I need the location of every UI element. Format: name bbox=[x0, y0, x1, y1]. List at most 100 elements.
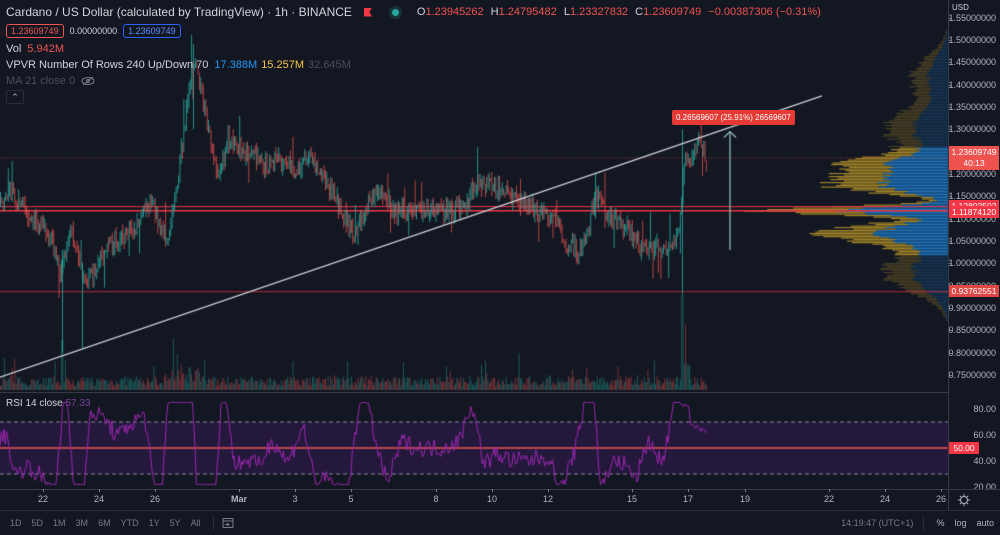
time-axis-label: 5 bbox=[348, 494, 354, 504]
time-axis-label: 19 bbox=[739, 494, 751, 504]
flag-icon[interactable] bbox=[363, 7, 372, 17]
time-axis-tick bbox=[632, 489, 633, 492]
time-axis-tick bbox=[492, 489, 493, 492]
range-all[interactable]: All bbox=[190, 518, 201, 528]
bottom-toolbar: 1D 5D 1M 3M 6M YTD 1Y 5Y All 14:19:47 (U… bbox=[0, 510, 1000, 535]
market-status-icon bbox=[391, 8, 399, 16]
range-ytd[interactable]: YTD bbox=[120, 518, 139, 528]
change-value: −0.00387306 (−0.31%) bbox=[708, 6, 821, 18]
price-axis-label: 1.10000000 bbox=[948, 213, 996, 224]
volume-legend[interactable]: Vol 5.942M bbox=[6, 41, 821, 57]
time-axis-tick bbox=[885, 489, 886, 492]
time-axis-tick bbox=[351, 489, 352, 492]
symbol-title[interactable]: Cardano / US Dollar (calculated by Tradi… bbox=[6, 5, 352, 19]
price-axis-tick bbox=[949, 84, 952, 86]
currency-label[interactable]: USD bbox=[952, 3, 969, 12]
time-axis-tick bbox=[548, 489, 549, 492]
rsi-legend[interactable]: RSI 14 close 57.33 bbox=[6, 398, 91, 409]
price-axis-label: 1.00000000 bbox=[948, 258, 996, 269]
price-axis-label: 1.35000000 bbox=[948, 102, 996, 112]
price-axis-tick bbox=[949, 129, 952, 131]
rsi-mid-tag: 50.00 bbox=[949, 442, 979, 454]
collapse-legend-button[interactable]: ⌃ bbox=[6, 90, 24, 104]
time-axis-label: 17 bbox=[682, 494, 694, 504]
price-axis-tick bbox=[949, 62, 952, 64]
price-axis[interactable]: 1.55000000 1.50000000 1.45000000 1.40000000… bbox=[948, 0, 1000, 510]
time-axis-tick bbox=[155, 489, 156, 492]
price-axis-label: 1.55000000 bbox=[948, 12, 996, 23]
clock-timezone[interactable]: 14:19:47 (UTC+1) bbox=[841, 518, 914, 528]
time-axis-tick bbox=[295, 489, 296, 492]
price-axis-label: 1.50000000 bbox=[948, 35, 996, 45]
sell-price-button[interactable]: 1.23609749 bbox=[6, 24, 64, 38]
vpvr-up-value: 17.388M bbox=[214, 59, 258, 71]
ma-legend[interactable]: MA 21 close 0 bbox=[6, 73, 821, 89]
settings-gear-icon[interactable] bbox=[958, 494, 970, 506]
low-value: 1.23327832 bbox=[569, 6, 629, 18]
vpvr-label: VPVR Number Of Rows 240 Up/Down 70 bbox=[6, 59, 209, 71]
price-axis-tick bbox=[949, 196, 952, 198]
price-axis-label: 1.15000000 bbox=[948, 191, 996, 202]
range-5d[interactable]: 5D bbox=[31, 518, 44, 528]
price-axis-label: 0.85000000 bbox=[948, 325, 996, 336]
time-axis-tick bbox=[99, 489, 100, 492]
rsi-axis-label: 40.00 bbox=[973, 456, 996, 466]
chart-legend: Cardano / US Dollar (calculated by Tradi… bbox=[6, 4, 821, 105]
range-6m[interactable]: 6M bbox=[98, 518, 111, 528]
price-axis-label: 1.45000000 bbox=[948, 57, 996, 68]
log-scale-toggle[interactable]: log bbox=[954, 518, 967, 528]
time-axis-label: 15 bbox=[626, 494, 638, 504]
current-price-tag: 1.23609749 40:13 bbox=[949, 145, 999, 170]
vol-label: Vol bbox=[6, 43, 22, 55]
range-3m[interactable]: 3M bbox=[75, 518, 89, 528]
level-price-tag: 1.11874120 bbox=[949, 206, 999, 219]
rsi-axis-label: 80.00 bbox=[973, 404, 996, 414]
time-axis-tick bbox=[436, 489, 437, 492]
price-axis-label: 1.30000000 bbox=[948, 124, 996, 135]
range-5y[interactable]: 5Y bbox=[169, 518, 181, 528]
measure-tool-label[interactable]: 0.26569607 (25.91%) 26569607 bbox=[672, 110, 795, 125]
time-axis-label: 24 bbox=[879, 494, 891, 504]
rsi-label: RSI 14 close bbox=[6, 398, 63, 409]
range-1m[interactable]: 1M bbox=[53, 518, 66, 528]
price-axis-label: 0.90000000 bbox=[948, 303, 996, 313]
time-axis-border bbox=[0, 489, 1000, 490]
vpvr-down-value: 15.257M bbox=[261, 59, 304, 71]
scale-tools: 14:19:47 (UTC+1) % log auto bbox=[831, 511, 994, 535]
price-axis-label: 0.75000000 bbox=[948, 370, 996, 380]
chevron-up-icon: ⌃ bbox=[11, 91, 19, 102]
time-axis-label: 24 bbox=[93, 494, 105, 504]
percent-scale-toggle[interactable]: % bbox=[936, 518, 945, 528]
time-axis-tick bbox=[745, 489, 746, 492]
price-axis-tick bbox=[949, 263, 952, 265]
price-axis-tick bbox=[949, 375, 952, 376]
rsi-axis-label: 20.00 bbox=[973, 482, 996, 492]
toolbar-divider bbox=[212, 516, 214, 530]
time-axis-label: 10 bbox=[486, 494, 498, 504]
price-axis-tick bbox=[949, 241, 952, 242]
go-to-date-icon[interactable] bbox=[222, 517, 234, 529]
vpvr-legend[interactable]: VPVR Number Of Rows 240 Up/Down 70 17.38… bbox=[6, 57, 821, 73]
price-axis-label: 1.20000000 bbox=[948, 169, 996, 179]
auto-scale-toggle[interactable]: auto bbox=[976, 518, 994, 528]
rsi-value: 57.33 bbox=[65, 398, 91, 409]
pane-separator[interactable] bbox=[0, 392, 948, 393]
time-axis-tick bbox=[688, 489, 689, 492]
legend-toggle-row: ⌃ bbox=[6, 89, 821, 105]
time-axis-label: 22 bbox=[823, 494, 835, 504]
time-axis-label: Mar bbox=[230, 494, 248, 504]
price-axis-tick bbox=[949, 174, 952, 175]
rsi-axis-label: 60.00 bbox=[973, 430, 996, 440]
open-value: 1.23945262 bbox=[425, 6, 484, 18]
ma-label: MA 21 close 0 bbox=[6, 75, 76, 87]
time-axis-tick bbox=[43, 489, 44, 492]
toolbar-divider bbox=[923, 516, 925, 530]
price-axis-label: 0.80000000 bbox=[948, 347, 996, 358]
price-axis-tick bbox=[949, 17, 952, 19]
buy-price-button[interactable]: 1.23609749 bbox=[123, 24, 181, 38]
range-1d[interactable]: 1D bbox=[10, 518, 22, 528]
range-1y[interactable]: 1Y bbox=[148, 518, 160, 528]
hidden-eye-icon[interactable] bbox=[81, 76, 95, 86]
